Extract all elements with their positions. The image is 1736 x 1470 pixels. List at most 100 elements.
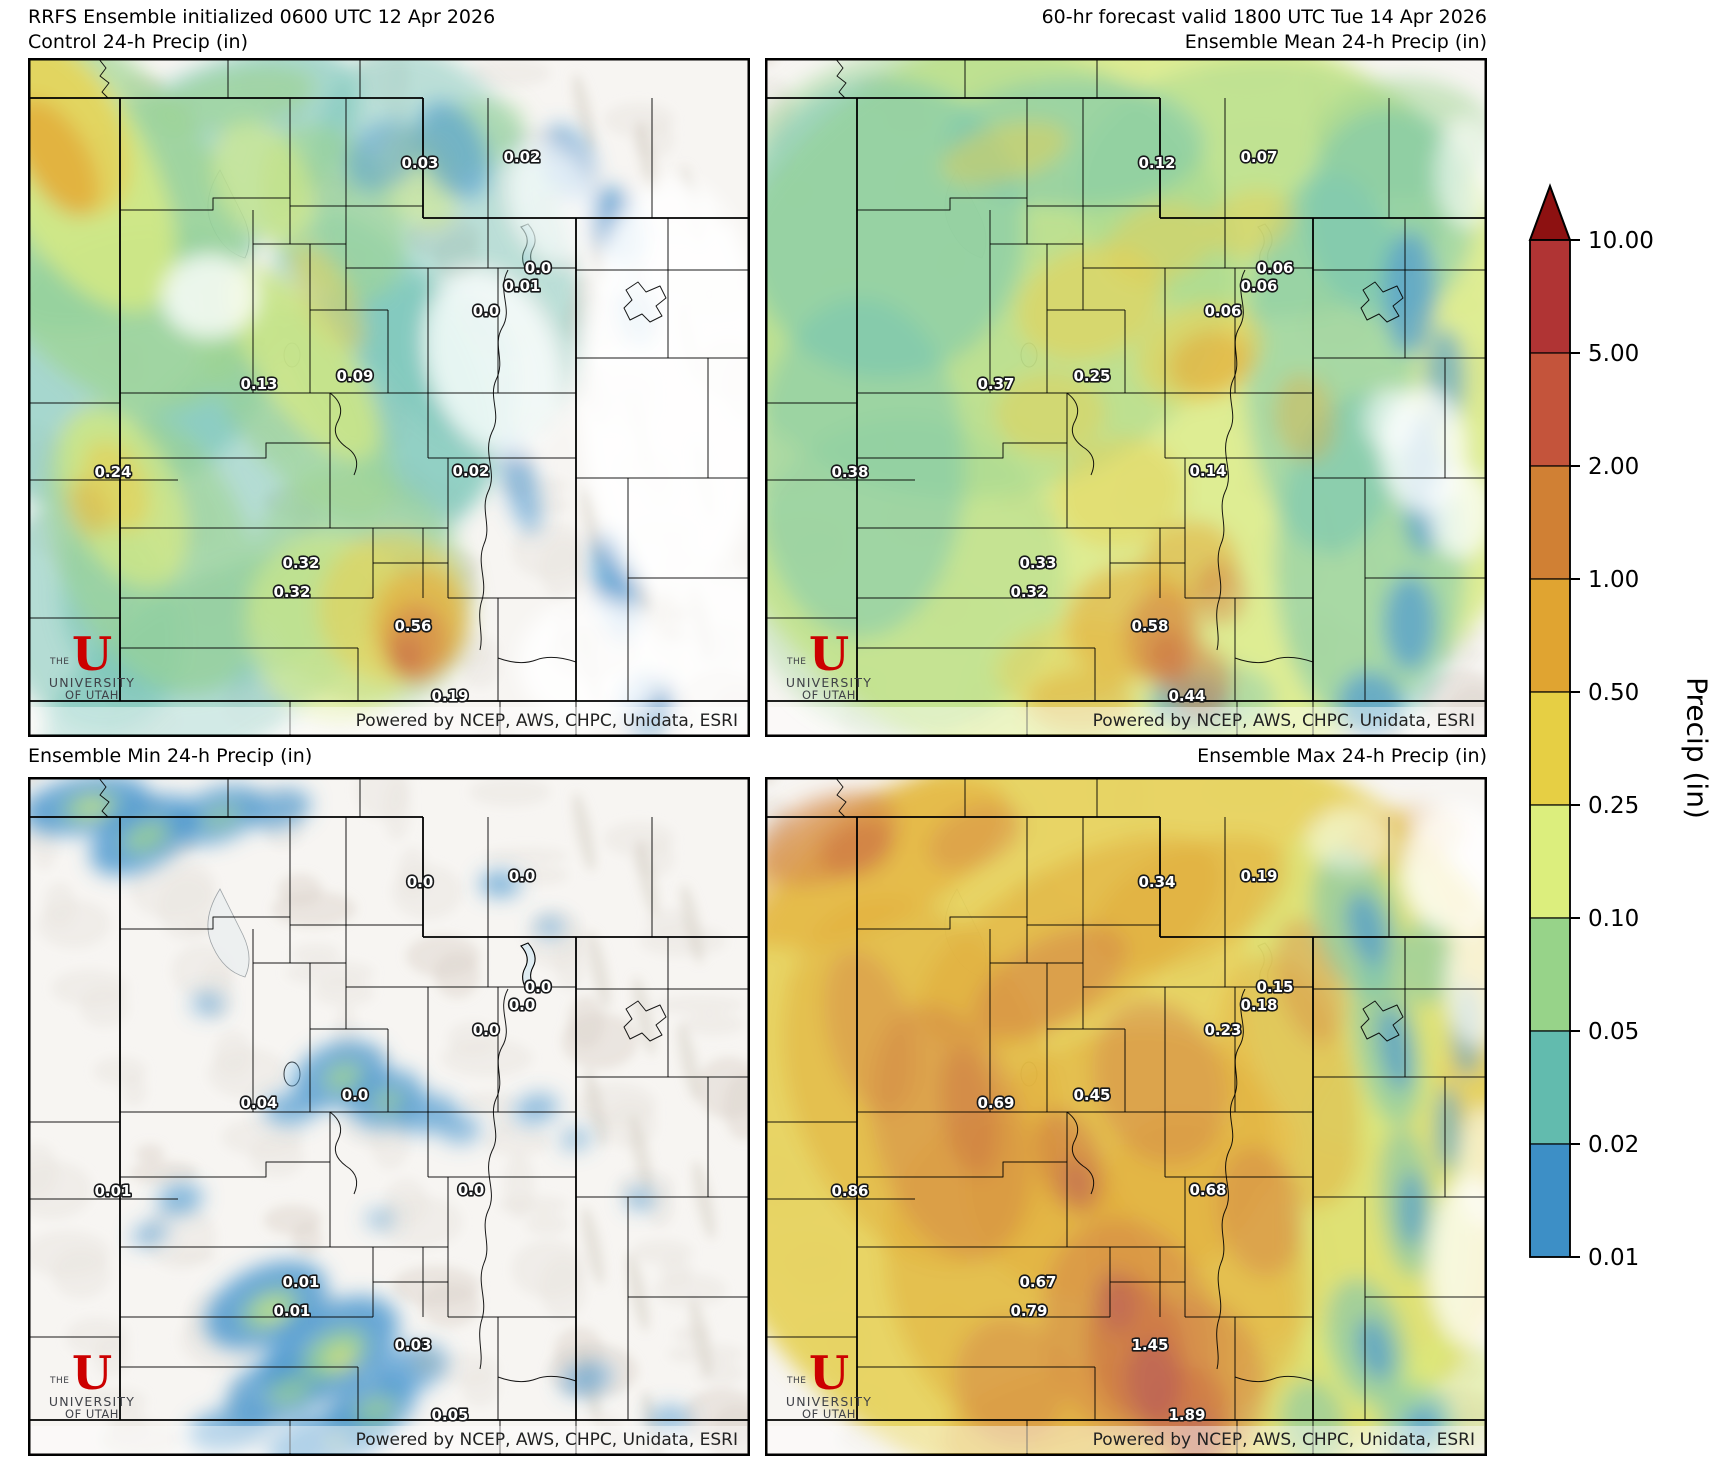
station-value: 0.45 (1073, 1086, 1110, 1104)
title-top-left: RRFS Ensemble initialized 0600 UTC 12 Ap… (28, 5, 495, 55)
station-value: 0.24 (94, 463, 131, 481)
station-value: 0.19 (1240, 867, 1277, 885)
station-value: 0.32 (282, 554, 319, 572)
university-of-utah-logo: THE U UNIVERSITY OF UTAH (42, 626, 142, 702)
colorbar-tick-label: 10.00 (1588, 228, 1654, 254)
station-value: 1.89 (1168, 1406, 1205, 1424)
station-value: 0.67 (1019, 1273, 1056, 1291)
colorbar-segment (1529, 917, 1571, 1032)
station-value: 0.32 (1010, 583, 1047, 601)
logo-university: UNIVERSITY (48, 674, 136, 690)
panel-max-title: Ensemble Max 24-h Precip (in) (1197, 745, 1487, 767)
colorbar-segment (1529, 691, 1571, 806)
title-top-right: 60-hr forecast valid 1800 UTC Tue 14 Apr… (1042, 5, 1487, 55)
panel-min-map: 0.0 0.0 0.0 0.0 0.0 0.04 0.0 0.01 0.0 0.01 0.01 0.0… (28, 777, 750, 1456)
colorbar-tick-label: 0.05 (1588, 1019, 1639, 1045)
station-value: 0.18 (1240, 996, 1277, 1014)
colorbar-label: Precip (in) (1680, 677, 1714, 819)
station-value: 0.34 (1138, 873, 1175, 891)
colorbar-tick-label: 0.25 (1588, 793, 1639, 819)
colorbar-segment (1529, 804, 1571, 919)
station-value: 0.56 (394, 617, 431, 635)
station-value: 0.23 (1204, 1021, 1241, 1039)
station-value: 0.0 (509, 867, 536, 885)
station-value: 0.19 (431, 687, 468, 705)
station-value: 0.0 (407, 873, 434, 891)
station-value: 0.14 (1189, 462, 1226, 480)
great-salt-lake (207, 888, 250, 978)
colorbar-tick-label: 1.00 (1588, 567, 1639, 593)
station-value: 0.01 (503, 277, 540, 295)
panel-control-title: Control 24-h Precip (in) (28, 31, 249, 53)
station-value: 0.02 (503, 148, 540, 166)
station-value: 0.38 (831, 463, 868, 481)
university-of-utah-logo: THE U UNIVERSITY OF UTAH (42, 1345, 142, 1421)
logo-of-utah: OF UTAH (802, 1406, 856, 1421)
colorbar-tick-label: 2.00 (1588, 454, 1639, 480)
logo-of-utah: OF UTAH (65, 1406, 119, 1421)
university-of-utah-logo: THE U UNIVERSITY OF UTAH (779, 1345, 879, 1421)
station-value: 1.45 (1131, 1336, 1168, 1354)
logo-the: THE (50, 1375, 70, 1386)
precip-field (765, 777, 1487, 1456)
station-value: 0.05 (431, 1406, 468, 1424)
colorbar-tick-label: 0.10 (1588, 906, 1639, 932)
logo-university: UNIVERSITY (48, 1393, 136, 1409)
logo-the: THE (787, 1375, 807, 1386)
station-value: 0.12 (1138, 154, 1175, 172)
colorbar-tick-label: 0.02 (1588, 1132, 1639, 1158)
colorbar-segment (1529, 578, 1571, 693)
station-value: 0.37 (977, 375, 1014, 393)
station-value: 0.03 (394, 1336, 431, 1354)
station-value: 0.0 (525, 978, 552, 996)
colorbar-segment (1529, 239, 1571, 354)
panel-mean-title: Ensemble Mean 24-h Precip (in) (1184, 31, 1487, 53)
panel-mean-map: 0.12 0.07 0.06 0.06 0.06 0.37 0.25 0.38 0.14 0.33… (765, 58, 1487, 737)
station-value: 0.58 (1131, 617, 1168, 635)
station-value: 0.04 (240, 1094, 277, 1112)
colorbar-tick-label: 5.00 (1588, 341, 1639, 367)
station-value: 0.13 (240, 375, 277, 393)
station-value: 0.06 (1240, 277, 1277, 295)
colorbar: 10.00 5.00 2.00 1.00 0.50 0.25 0.10 0.05 0.02 0.0… (1518, 178, 1693, 1303)
colorbar-segment (1529, 465, 1571, 580)
station-value: 0.06 (1204, 302, 1241, 320)
station-value: 0.44 (1168, 687, 1205, 705)
station-value: 0.02 (452, 462, 489, 480)
station-value: 0.0 (473, 302, 500, 320)
logo-of-utah: OF UTAH (65, 687, 119, 702)
station-value: 0.0 (458, 1181, 485, 1199)
colorbar-tick-label: 0.01 (1588, 1245, 1639, 1271)
station-value: 0.0 (342, 1086, 369, 1104)
precip-field (765, 58, 1487, 737)
station-value: 0.15 (1256, 978, 1293, 996)
colorbar-tick-label: 0.50 (1588, 680, 1639, 706)
logo-u-icon: U (808, 1345, 850, 1400)
map-attribution: Powered by NCEP, AWS, CHPC, Unidata, ESR… (31, 1426, 747, 1453)
station-value: 0.33 (1019, 554, 1056, 572)
station-value: 0.0 (525, 259, 552, 277)
logo-u-icon: U (808, 626, 850, 681)
precip-field (28, 777, 691, 1456)
station-value: 0.25 (1073, 367, 1110, 385)
colorbar-over-arrow (1528, 183, 1572, 241)
station-value: 0.79 (1010, 1302, 1047, 1320)
station-value: 0.86 (831, 1182, 868, 1200)
logo-u-icon: U (71, 1345, 113, 1400)
logo-u-icon: U (71, 626, 113, 681)
station-value: 0.01 (94, 1182, 131, 1200)
map-attribution: Powered by NCEP, AWS, CHPC, Unidata, ESR… (31, 707, 747, 734)
station-value: 0.32 (273, 583, 310, 601)
precip-field (28, 58, 750, 737)
figure-init-title: RRFS Ensemble initialized 0600 UTC 12 Ap… (28, 6, 496, 28)
panel-min-title: Ensemble Min 24-h Precip (in) (28, 745, 313, 767)
map-attribution: Powered by NCEP, AWS, CHPC, Unidata, ESR… (768, 707, 1484, 734)
logo-the: THE (50, 656, 70, 667)
station-value: 0.0 (473, 1021, 500, 1039)
logo-the: THE (787, 656, 807, 667)
map-attribution: Powered by NCEP, AWS, CHPC, Unidata, ESR… (768, 1426, 1484, 1453)
logo-of-utah: OF UTAH (802, 687, 856, 702)
logo-university: UNIVERSITY (785, 674, 873, 690)
colorbar-segment (1529, 352, 1571, 467)
panel-max-map: 0.34 0.19 0.15 0.18 0.23 0.69 0.45 0.86 0.68 0.67… (765, 777, 1487, 1456)
